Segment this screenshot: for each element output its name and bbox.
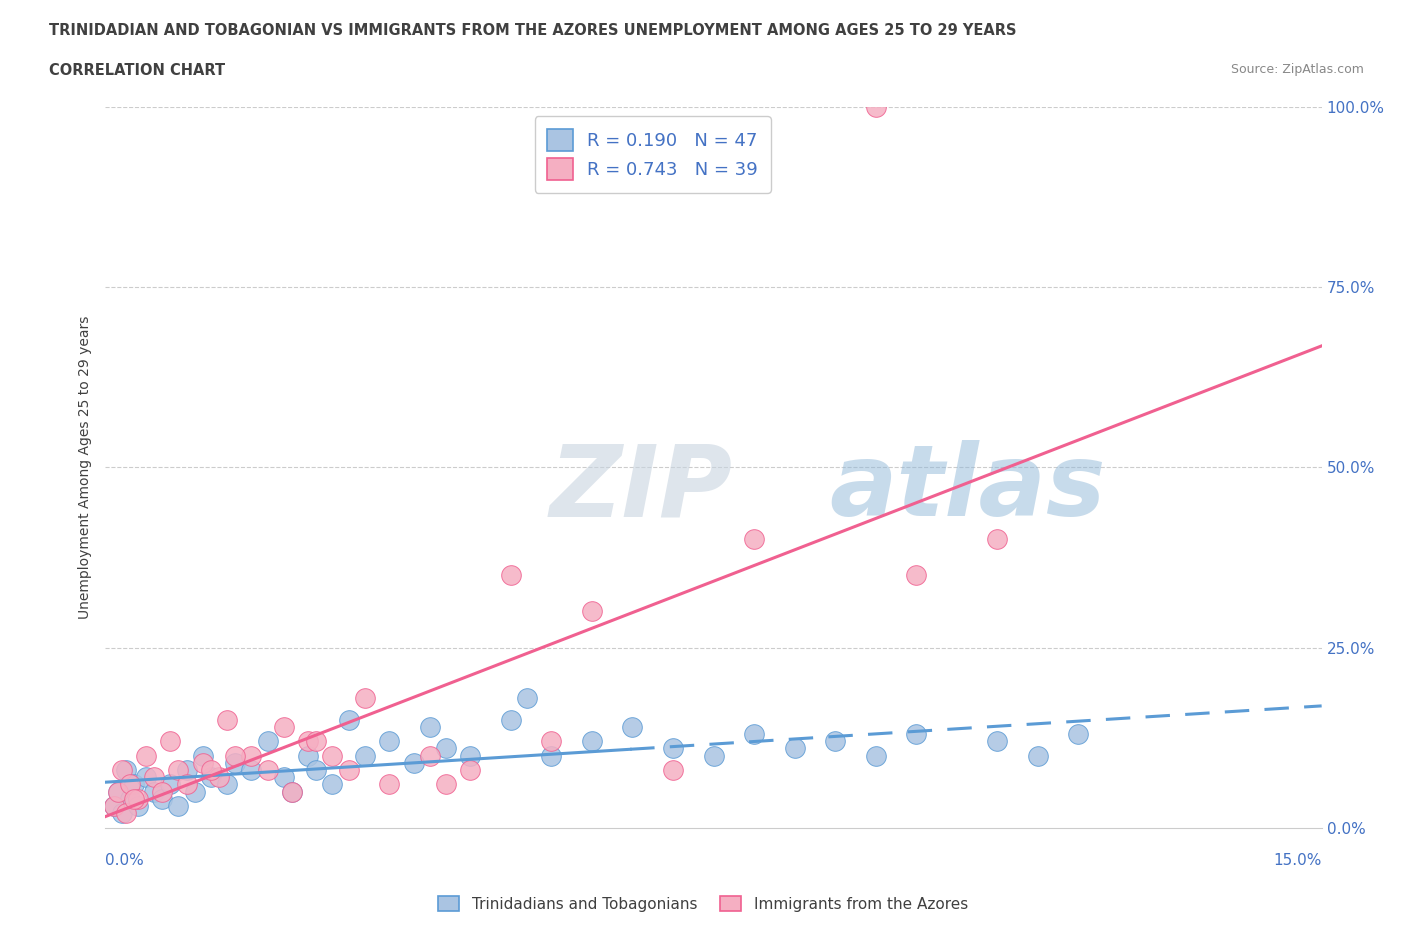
Point bbox=[273, 720, 295, 735]
Point bbox=[107, 784, 129, 799]
Point bbox=[159, 734, 181, 749]
Point bbox=[183, 784, 205, 799]
Point bbox=[402, 755, 425, 770]
Point bbox=[122, 777, 145, 792]
Point bbox=[865, 748, 887, 763]
Point bbox=[240, 748, 263, 763]
Text: atlas: atlas bbox=[830, 441, 1105, 538]
Point bbox=[111, 763, 134, 777]
Point bbox=[150, 791, 173, 806]
Point bbox=[107, 784, 129, 799]
Point bbox=[217, 712, 239, 727]
Point bbox=[224, 748, 246, 763]
Point bbox=[297, 734, 319, 749]
Point bbox=[458, 748, 481, 763]
Point bbox=[986, 532, 1008, 547]
Point bbox=[208, 770, 231, 785]
Point bbox=[297, 748, 319, 763]
Point bbox=[135, 770, 157, 785]
Point bbox=[662, 763, 685, 777]
Point bbox=[159, 777, 181, 792]
Point bbox=[256, 763, 278, 777]
Point bbox=[621, 720, 644, 735]
Point bbox=[1067, 726, 1090, 741]
Point bbox=[200, 763, 222, 777]
Point bbox=[499, 712, 522, 727]
Point bbox=[200, 770, 222, 785]
Point bbox=[114, 763, 136, 777]
Point bbox=[191, 755, 214, 770]
Text: 0.0%: 0.0% bbox=[105, 853, 145, 868]
Point bbox=[540, 748, 562, 763]
Text: Source: ZipAtlas.com: Source: ZipAtlas.com bbox=[1230, 63, 1364, 76]
Point bbox=[118, 791, 141, 806]
Point bbox=[111, 805, 134, 821]
Point bbox=[824, 734, 846, 749]
Point bbox=[240, 763, 263, 777]
Point bbox=[662, 741, 685, 756]
Point bbox=[540, 734, 562, 749]
Point bbox=[135, 748, 157, 763]
Point bbox=[321, 748, 343, 763]
Point bbox=[354, 748, 377, 763]
Point bbox=[581, 604, 603, 619]
Point bbox=[337, 712, 360, 727]
Point bbox=[176, 763, 198, 777]
Point bbox=[783, 741, 806, 756]
Point bbox=[702, 748, 725, 763]
Point bbox=[273, 770, 295, 785]
Point bbox=[905, 726, 928, 741]
Point bbox=[143, 770, 166, 785]
Point bbox=[191, 748, 214, 763]
Point bbox=[1026, 748, 1049, 763]
Point bbox=[434, 741, 457, 756]
Point bbox=[419, 748, 441, 763]
Point bbox=[167, 763, 190, 777]
Point bbox=[103, 799, 125, 814]
Point bbox=[224, 755, 246, 770]
Point bbox=[354, 690, 377, 706]
Point bbox=[378, 777, 401, 792]
Point bbox=[581, 734, 603, 749]
Point bbox=[305, 734, 328, 749]
Point bbox=[127, 799, 149, 814]
Point bbox=[742, 532, 765, 547]
Point bbox=[281, 784, 304, 799]
Point bbox=[419, 720, 441, 735]
Point bbox=[118, 777, 141, 792]
Point bbox=[143, 784, 166, 799]
Point bbox=[176, 777, 198, 792]
Point bbox=[499, 568, 522, 583]
Text: ZIP: ZIP bbox=[550, 441, 733, 538]
Point bbox=[378, 734, 401, 749]
Point bbox=[458, 763, 481, 777]
Text: TRINIDADIAN AND TOBAGONIAN VS IMMIGRANTS FROM THE AZORES UNEMPLOYMENT AMONG AGES: TRINIDADIAN AND TOBAGONIAN VS IMMIGRANTS… bbox=[49, 23, 1017, 38]
Point bbox=[337, 763, 360, 777]
Point bbox=[305, 763, 328, 777]
Legend: Trinidadians and Tobagonians, Immigrants from the Azores: Trinidadians and Tobagonians, Immigrants… bbox=[432, 889, 974, 918]
Text: 15.0%: 15.0% bbox=[1274, 853, 1322, 868]
Point bbox=[150, 784, 173, 799]
Point bbox=[742, 726, 765, 741]
Y-axis label: Unemployment Among Ages 25 to 29 years: Unemployment Among Ages 25 to 29 years bbox=[79, 315, 93, 619]
Legend: R = 0.190   N = 47, R = 0.743   N = 39: R = 0.190 N = 47, R = 0.743 N = 39 bbox=[534, 116, 770, 193]
Point bbox=[905, 568, 928, 583]
Text: CORRELATION CHART: CORRELATION CHART bbox=[49, 63, 225, 78]
Point bbox=[127, 791, 149, 806]
Point bbox=[865, 100, 887, 114]
Point bbox=[321, 777, 343, 792]
Point bbox=[256, 734, 278, 749]
Point bbox=[103, 799, 125, 814]
Point bbox=[516, 690, 538, 706]
Point bbox=[122, 791, 145, 806]
Point bbox=[986, 734, 1008, 749]
Point bbox=[281, 784, 304, 799]
Point bbox=[434, 777, 457, 792]
Point bbox=[167, 799, 190, 814]
Point bbox=[114, 805, 136, 821]
Point bbox=[217, 777, 239, 792]
